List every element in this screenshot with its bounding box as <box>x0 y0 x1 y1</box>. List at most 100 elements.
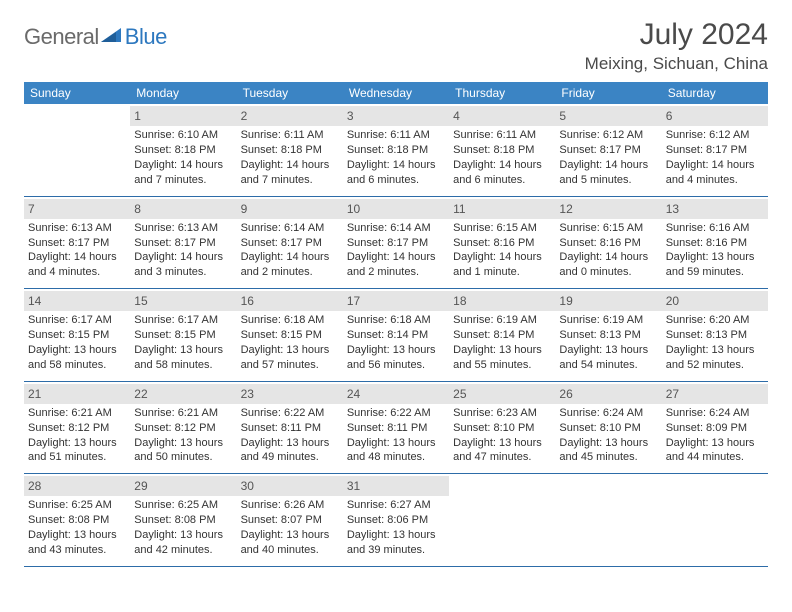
sunset-text: Sunset: 8:15 PM <box>134 328 232 343</box>
sunset-text: Sunset: 8:16 PM <box>453 236 551 251</box>
day-number: 9 <box>237 199 343 219</box>
day-cell: 13Sunrise: 6:16 AMSunset: 8:16 PMDayligh… <box>662 197 768 289</box>
day-cell: 16Sunrise: 6:18 AMSunset: 8:15 PMDayligh… <box>237 289 343 381</box>
sunset-text: Sunset: 8:06 PM <box>347 513 445 528</box>
daylight-text: Daylight: 14 hours and 5 minutes. <box>559 158 657 188</box>
day-number: 17 <box>343 291 449 311</box>
sunset-text: Sunset: 8:15 PM <box>28 328 126 343</box>
day-number: 19 <box>555 291 661 311</box>
day-number: 31 <box>343 476 449 496</box>
daylight-text: Daylight: 14 hours and 1 minute. <box>453 250 551 280</box>
logo-text-general: General <box>24 24 99 50</box>
day-header: Friday <box>555 82 661 104</box>
header: General Blue July 2024 Meixing, Sichuan,… <box>24 18 768 74</box>
day-cell: 12Sunrise: 6:15 AMSunset: 8:16 PMDayligh… <box>555 197 661 289</box>
day-number: 1 <box>130 106 236 126</box>
sunrise-text: Sunrise: 6:17 AM <box>134 313 232 328</box>
day-cell: 21Sunrise: 6:21 AMSunset: 8:12 PMDayligh… <box>24 382 130 474</box>
daylight-text: Daylight: 14 hours and 4 minutes. <box>666 158 764 188</box>
day-cell <box>662 474 768 566</box>
sunset-text: Sunset: 8:15 PM <box>241 328 339 343</box>
daylight-text: Daylight: 13 hours and 58 minutes. <box>134 343 232 373</box>
day-cell: 15Sunrise: 6:17 AMSunset: 8:15 PMDayligh… <box>130 289 236 381</box>
day-number: 14 <box>24 291 130 311</box>
daylight-text: Daylight: 14 hours and 2 minutes. <box>347 250 445 280</box>
sunrise-text: Sunrise: 6:24 AM <box>666 406 764 421</box>
day-cell: 4Sunrise: 6:11 AMSunset: 8:18 PMDaylight… <box>449 104 555 196</box>
day-cell <box>555 474 661 566</box>
sunrise-text: Sunrise: 6:19 AM <box>453 313 551 328</box>
day-cell: 17Sunrise: 6:18 AMSunset: 8:14 PMDayligh… <box>343 289 449 381</box>
day-cell: 28Sunrise: 6:25 AMSunset: 8:08 PMDayligh… <box>24 474 130 566</box>
sunset-text: Sunset: 8:16 PM <box>559 236 657 251</box>
sunset-text: Sunset: 8:12 PM <box>134 421 232 436</box>
sunset-text: Sunset: 8:17 PM <box>559 143 657 158</box>
day-header: Saturday <box>662 82 768 104</box>
sunrise-text: Sunrise: 6:25 AM <box>28 498 126 513</box>
sunrise-text: Sunrise: 6:12 AM <box>666 128 764 143</box>
week-row: 7Sunrise: 6:13 AMSunset: 8:17 PMDaylight… <box>24 197 768 290</box>
sunset-text: Sunset: 8:14 PM <box>347 328 445 343</box>
day-number: 12 <box>555 199 661 219</box>
day-cell: 22 Sunrise: 6:21 AMSunset: 8:12 PMDayligh… <box>130 382 236 474</box>
sunset-text: Sunset: 8:12 PM <box>28 421 126 436</box>
sunset-text: Sunset: 8:10 PM <box>453 421 551 436</box>
daylight-text: Daylight: 14 hours and 6 minutes. <box>453 158 551 188</box>
sunset-text: Sunset: 8:18 PM <box>453 143 551 158</box>
daylight-text: Daylight: 13 hours and 47 minutes. <box>453 436 551 466</box>
day-number: 30 <box>237 476 343 496</box>
sunrise-text: Sunrise: 6:16 AM <box>666 221 764 236</box>
sunset-text: Sunset: 8:13 PM <box>666 328 764 343</box>
day-cell <box>24 104 130 196</box>
day-number: 2 <box>237 106 343 126</box>
sunset-text: Sunset: 8:17 PM <box>666 143 764 158</box>
location-label: Meixing, Sichuan, China <box>585 54 768 74</box>
sunset-text: Sunset: 8:18 PM <box>347 143 445 158</box>
day-number: 16 <box>237 291 343 311</box>
day-cell: 26Sunrise: 6:24 AMSunset: 8:10 PMDayligh… <box>555 382 661 474</box>
daylight-text: Daylight: 13 hours and 48 minutes. <box>347 436 445 466</box>
daylight-text: Daylight: 13 hours and 44 minutes. <box>666 436 764 466</box>
day-cell: 3Sunrise: 6:11 AMSunset: 8:18 PMDaylight… <box>343 104 449 196</box>
sunrise-text: Sunrise: 6:13 AM <box>134 221 232 236</box>
day-cell: 30 Sunrise: 6:26 AMSunset: 8:07 PMDayligh… <box>237 474 343 566</box>
calendar: SundayMondayTuesdayWednesdayThursdayFrid… <box>24 82 768 567</box>
daylight-text: Daylight: 14 hours and 7 minutes. <box>241 158 339 188</box>
sunrise-text: Sunrise: 6:21 AM <box>28 406 126 421</box>
day-number: 3 <box>343 106 449 126</box>
sunrise-text: Sunrise: 6:22 AM <box>241 406 339 421</box>
sunset-text: Sunset: 8:07 PM <box>241 513 339 528</box>
day-header: Sunday <box>24 82 130 104</box>
sunrise-text: Sunrise: 6:11 AM <box>453 128 551 143</box>
sunset-text: Sunset: 8:18 PM <box>134 143 232 158</box>
sunset-text: Sunset: 8:17 PM <box>28 236 126 251</box>
daylight-text: Daylight: 13 hours and 40 minutes. <box>241 528 339 558</box>
sunset-text: Sunset: 8:13 PM <box>559 328 657 343</box>
daylight-text: Daylight: 13 hours and 39 minutes. <box>347 528 445 558</box>
daylight-text: Daylight: 13 hours and 50 minutes. <box>134 436 232 466</box>
title-block: July 2024 Meixing, Sichuan, China <box>585 18 768 74</box>
daylight-text: Daylight: 13 hours and 52 minutes. <box>666 343 764 373</box>
sunset-text: Sunset: 8:17 PM <box>134 236 232 251</box>
day-cell <box>449 474 555 566</box>
day-cell: 7Sunrise: 6:13 AMSunset: 8:17 PMDaylight… <box>24 197 130 289</box>
sunset-text: Sunset: 8:17 PM <box>241 236 339 251</box>
daylight-text: Daylight: 13 hours and 43 minutes. <box>28 528 126 558</box>
day-number: 22 <box>130 384 236 404</box>
daylight-text: Daylight: 13 hours and 58 minutes. <box>28 343 126 373</box>
day-number: 5 <box>555 106 661 126</box>
daylight-text: Daylight: 13 hours and 49 minutes. <box>241 436 339 466</box>
day-cell: 2Sunrise: 6:11 AMSunset: 8:18 PMDaylight… <box>237 104 343 196</box>
day-number: 20 <box>662 291 768 311</box>
weeks-container: 1Sunrise: 6:10 AMSunset: 8:18 PMDaylight… <box>24 104 768 567</box>
sunrise-text: Sunrise: 6:27 AM <box>347 498 445 513</box>
sunrise-text: Sunrise: 6:26 AM <box>241 498 339 513</box>
day-header: Wednesday <box>343 82 449 104</box>
day-number: 7 <box>24 199 130 219</box>
logo-text-blue: Blue <box>125 24 167 50</box>
day-number: 25 <box>449 384 555 404</box>
day-number: 21 <box>24 384 130 404</box>
day-number: 29 <box>130 476 236 496</box>
sunrise-text: Sunrise: 6:21 AM <box>134 406 232 421</box>
day-cell: 9Sunrise: 6:14 AMSunset: 8:17 PMDaylight… <box>237 197 343 289</box>
